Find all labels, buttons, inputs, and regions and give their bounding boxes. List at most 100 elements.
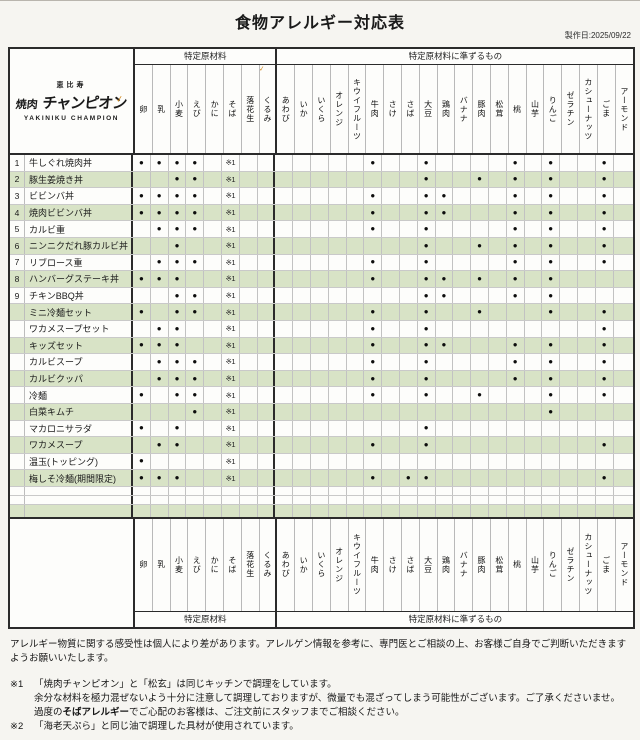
allergen-cell bbox=[311, 504, 329, 517]
allergen-cell bbox=[329, 486, 347, 495]
allergen-cell bbox=[204, 437, 222, 453]
logo-top-text: 恵比寿 bbox=[56, 82, 87, 89]
allergen-cell bbox=[596, 453, 614, 470]
allergen-cell bbox=[347, 387, 365, 403]
allergen-cell bbox=[382, 271, 400, 287]
allergen-cell bbox=[275, 387, 294, 403]
allergen-cell: ● bbox=[169, 304, 187, 320]
allergen-cell bbox=[240, 387, 258, 403]
allergen-cell bbox=[382, 486, 400, 495]
allergen-column-header: さけ bbox=[384, 518, 402, 611]
allergen-cell bbox=[275, 171, 294, 188]
allergen-cell bbox=[560, 188, 578, 204]
allergen-cell bbox=[489, 221, 507, 237]
allergen-dot: ● bbox=[477, 390, 482, 400]
allergen-cell: ● bbox=[169, 271, 187, 287]
allergen-cell bbox=[560, 320, 578, 337]
allergen-cell bbox=[204, 337, 222, 354]
allergen-cell: ● bbox=[364, 254, 383, 271]
allergen-cell bbox=[560, 337, 578, 354]
allergen-cell bbox=[436, 470, 454, 486]
allergen-cell bbox=[525, 437, 543, 453]
allergen-cell bbox=[275, 495, 294, 504]
allergen-cell bbox=[560, 304, 578, 320]
row-number: 6 bbox=[10, 237, 25, 254]
allergen-cell bbox=[311, 337, 329, 354]
allergen-cell bbox=[453, 370, 472, 387]
allergen-dot: ● bbox=[441, 190, 447, 200]
allergen-cell bbox=[169, 504, 187, 517]
allergen-cell bbox=[293, 437, 311, 453]
allergen-cell bbox=[453, 387, 472, 403]
allergen-column-header: さば bbox=[402, 65, 420, 153]
allergen-cell bbox=[400, 437, 418, 453]
allergen-cell bbox=[382, 470, 400, 486]
allergen-cell bbox=[258, 453, 276, 470]
allergen-cell: ● bbox=[507, 271, 525, 287]
allergen-cell bbox=[614, 487, 632, 495]
allergen-cell: ● bbox=[418, 287, 436, 304]
allergen-cell bbox=[578, 188, 596, 204]
allergen-cell bbox=[329, 155, 347, 171]
allergen-cell: ● bbox=[418, 437, 436, 453]
allergen-cell: ● bbox=[364, 470, 383, 486]
allergen-cell bbox=[133, 320, 151, 337]
allergen-cell bbox=[329, 370, 347, 387]
allergen-cell bbox=[258, 171, 276, 188]
allergen-cell bbox=[400, 254, 418, 271]
allergen-cell bbox=[436, 486, 454, 495]
allergen-cell: ● bbox=[542, 387, 561, 403]
allergen-column-header: いか bbox=[295, 65, 313, 153]
note-reference: ※1 bbox=[225, 174, 236, 184]
allergen-cell bbox=[329, 337, 347, 354]
allergen-cell: ● bbox=[596, 370, 614, 387]
allergen-cell: ● bbox=[542, 155, 561, 171]
allergen-cell bbox=[525, 337, 543, 354]
allergen-dot: ● bbox=[601, 323, 607, 333]
allergen-cell bbox=[578, 320, 596, 337]
logo-main-text: 焼肉 チャンピオン bbox=[15, 92, 128, 113]
allergen-cell bbox=[578, 354, 596, 370]
allergen-cell bbox=[382, 171, 400, 188]
allergen-cell bbox=[542, 420, 561, 437]
allergen-cell bbox=[471, 495, 489, 504]
allergen-cell bbox=[525, 155, 543, 171]
note-reference: ※1 bbox=[225, 340, 236, 350]
allergen-cell: ● bbox=[542, 287, 561, 304]
allergen-dot: ● bbox=[156, 257, 162, 267]
allergen-cell bbox=[525, 188, 543, 204]
row-number bbox=[10, 320, 25, 337]
allergen-dot: ● bbox=[423, 373, 429, 383]
allergen-cell bbox=[186, 504, 205, 517]
allergen-dot: ● bbox=[370, 473, 376, 483]
allergen-cell bbox=[133, 370, 151, 387]
row-number bbox=[10, 437, 25, 453]
allergen-cell: ※1 bbox=[222, 453, 240, 470]
allergen-cell bbox=[560, 387, 578, 403]
allergen-cell bbox=[329, 304, 347, 320]
allergen-column-header: あわび bbox=[277, 518, 296, 611]
allergen-cell bbox=[311, 271, 329, 287]
row-number bbox=[10, 387, 25, 403]
allergen-cell bbox=[204, 470, 222, 486]
allergen-dot: ● bbox=[192, 373, 198, 383]
allergen-cell bbox=[311, 320, 329, 337]
allergen-cell bbox=[382, 370, 400, 387]
menu-row: 1 牛しぐれ焼肉丼 ● ● ● ● ※1 ● ● ● ● ● bbox=[10, 155, 633, 172]
allergen-dot: ● bbox=[548, 307, 554, 317]
row-number: 8 bbox=[10, 271, 25, 287]
allergen-cell bbox=[347, 155, 365, 171]
allergen-cell bbox=[364, 453, 383, 470]
allergen-dot: ● bbox=[512, 257, 518, 267]
allergen-cell bbox=[578, 370, 596, 387]
allergen-cell: ● bbox=[471, 171, 489, 188]
allergen-dot: ● bbox=[405, 473, 411, 483]
allergen-cell bbox=[542, 486, 561, 495]
allergen-cell: ● bbox=[133, 453, 151, 470]
menu-row: 2 豚生姜焼き丼 ● ● ※1 ● ● ● ● ● bbox=[10, 171, 633, 189]
allergen-cell bbox=[436, 221, 454, 237]
allergen-cell bbox=[614, 421, 632, 437]
allergen-cell bbox=[275, 320, 294, 337]
allergen-cell bbox=[311, 354, 329, 370]
allergen-cell bbox=[329, 495, 347, 504]
